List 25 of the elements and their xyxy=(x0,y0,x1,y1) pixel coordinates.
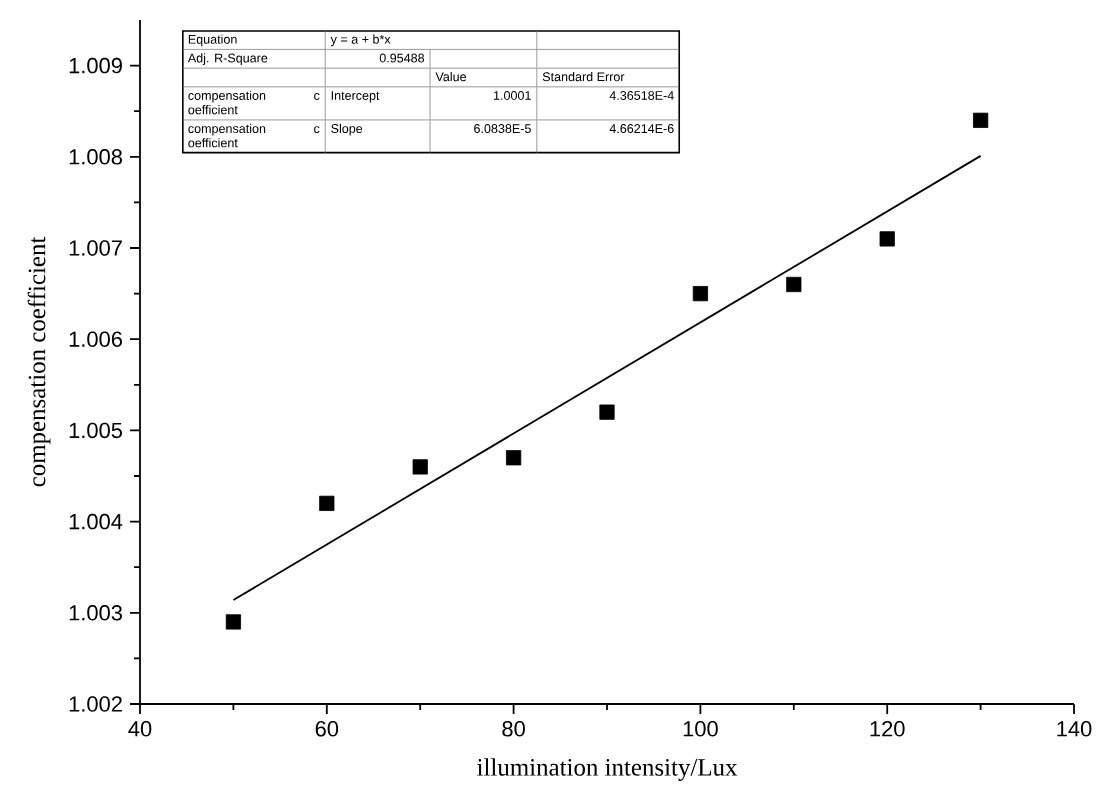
point xyxy=(412,459,428,475)
point xyxy=(879,231,895,247)
y-tick-label: 1.004 xyxy=(69,513,123,530)
point xyxy=(692,286,709,302)
y-tick-label: 1.008 xyxy=(69,149,122,165)
y-tick-label: 1.002 xyxy=(69,696,122,712)
y-axis-title: compensation coefficient xyxy=(27,236,51,487)
point xyxy=(599,404,615,420)
y-tick-label: 1.007 xyxy=(69,240,122,256)
y-tick-label: 1.005 xyxy=(69,422,123,439)
x-tick-label: 60 xyxy=(315,721,339,737)
point xyxy=(319,495,335,511)
x-tick-label: 100 xyxy=(683,721,718,737)
point xyxy=(786,276,802,293)
x-axis-title: illumination intensity/Lux xyxy=(477,758,738,781)
x-tick-label: 120 xyxy=(870,721,905,737)
point xyxy=(973,112,989,128)
x-tick-label: 80 xyxy=(502,721,525,737)
point xyxy=(506,450,522,466)
y-tick-label: 1.006 xyxy=(69,331,122,347)
y-tick-label: 1.003 xyxy=(69,605,122,621)
y-tick-label: 1.009 xyxy=(69,57,122,74)
x-tick-label: 140 xyxy=(1057,721,1092,737)
x-tick-label: 40 xyxy=(128,721,152,737)
point xyxy=(225,614,241,630)
